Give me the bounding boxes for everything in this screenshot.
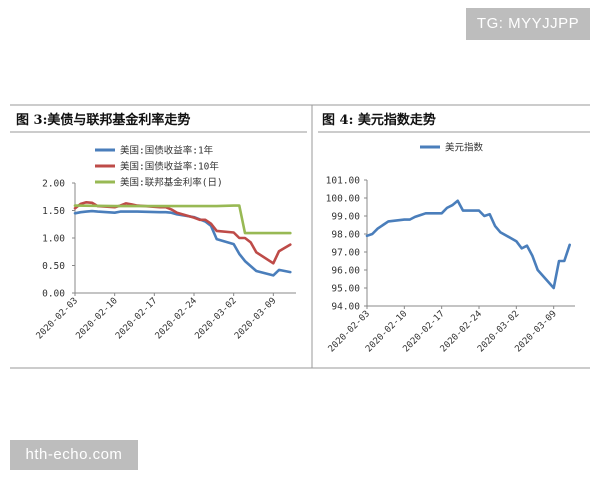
y-tick-label: 98.00 — [331, 230, 360, 241]
y-tick-label: 101.00 — [326, 176, 361, 187]
y-tick-label: 97.00 — [331, 248, 360, 259]
series-line — [73, 204, 292, 235]
y-tick-label: 1.00 — [42, 234, 65, 245]
chart-dollar-index: 94.00 95.00 96.00 97.00 98.00 99.00 100.00 101.… — [326, 142, 575, 354]
legend-label: 美国:联邦基金利率(日) — [120, 177, 223, 189]
series-line — [365, 199, 571, 290]
y-tick-label: 0.00 — [42, 289, 65, 300]
legend-label: 美国:国债收益率:1年 — [120, 145, 214, 157]
watermark-bottom-left: hth-echo.com — [10, 440, 138, 470]
y-tick-label: 99.00 — [331, 212, 360, 223]
y-tick-label: 95.00 — [331, 284, 360, 295]
figure-3-title: 图 3:美债与联邦基金利率走势 — [16, 112, 190, 128]
y-tick-label: 100.00 — [326, 194, 361, 205]
watermark-top-right: TG: MYYJJPP — [466, 8, 590, 40]
legend-label: 美国:国债收益率:10年 — [120, 161, 219, 173]
y-tick-label: 94.00 — [331, 302, 360, 313]
x-tick-label: 2020-03-09 — [233, 296, 278, 341]
y-tick-label: 1.50 — [42, 206, 65, 217]
chart-treasury-fed-rate: 0.000.501.001.502.002020-02-032020-02-10… — [35, 145, 296, 341]
figure-4-title: 图 4: 美元指数走势 — [322, 112, 436, 128]
y-tick-label: 2.00 — [42, 179, 65, 190]
series-line — [73, 209, 292, 277]
legend-label: 美元指数 — [445, 142, 484, 154]
y-tick-label: 0.50 — [42, 261, 65, 272]
y-tick-label: 96.00 — [331, 266, 360, 277]
